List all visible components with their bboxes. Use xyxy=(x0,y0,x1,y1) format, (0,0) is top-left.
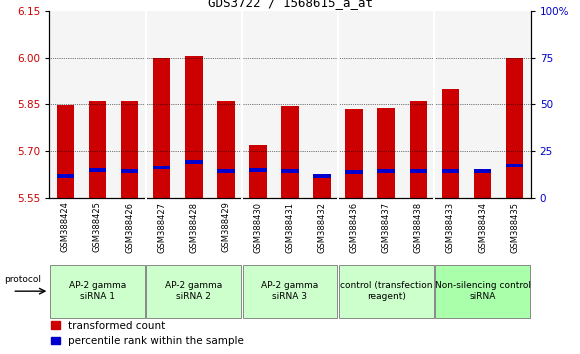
Bar xyxy=(345,109,363,198)
Bar xyxy=(378,108,395,198)
Bar xyxy=(281,169,299,173)
Bar xyxy=(153,166,171,170)
Bar xyxy=(121,101,139,198)
Bar xyxy=(217,169,235,173)
Text: GSM388428: GSM388428 xyxy=(189,201,198,252)
Bar xyxy=(242,265,338,318)
Bar xyxy=(121,169,139,173)
Text: GSM388434: GSM388434 xyxy=(478,201,487,252)
Bar xyxy=(185,56,202,198)
Bar xyxy=(249,168,267,172)
Bar xyxy=(345,170,363,173)
Bar xyxy=(146,265,241,318)
Bar xyxy=(313,174,331,178)
Text: GSM388432: GSM388432 xyxy=(318,201,327,252)
Text: AP-2 gamma
siRNA 1: AP-2 gamma siRNA 1 xyxy=(69,281,126,301)
Text: AP-2 gamma
siRNA 2: AP-2 gamma siRNA 2 xyxy=(165,281,222,301)
Bar xyxy=(89,168,106,172)
Bar xyxy=(506,58,524,198)
Text: GSM388436: GSM388436 xyxy=(350,201,358,253)
Text: GSM388437: GSM388437 xyxy=(382,201,391,253)
Bar xyxy=(249,145,267,198)
Bar xyxy=(217,101,235,198)
Text: GSM388435: GSM388435 xyxy=(510,201,519,252)
Text: control (transfection
reagent): control (transfection reagent) xyxy=(340,281,433,301)
Text: GSM388427: GSM388427 xyxy=(157,201,166,252)
Title: GDS3722 / 1568615_a_at: GDS3722 / 1568615_a_at xyxy=(208,0,372,10)
Bar xyxy=(409,169,427,173)
Bar xyxy=(153,58,171,198)
Text: GSM388438: GSM388438 xyxy=(414,201,423,253)
Bar xyxy=(56,174,74,178)
Bar xyxy=(185,160,202,164)
Text: GSM388430: GSM388430 xyxy=(253,201,262,252)
Bar xyxy=(339,265,434,318)
Bar xyxy=(506,164,524,167)
Text: GSM388429: GSM388429 xyxy=(222,201,230,252)
Text: GSM388431: GSM388431 xyxy=(285,201,295,252)
Text: GSM388426: GSM388426 xyxy=(125,201,134,252)
Text: AP-2 gamma
siRNA 3: AP-2 gamma siRNA 3 xyxy=(262,281,318,301)
Text: GSM388433: GSM388433 xyxy=(446,201,455,253)
Bar xyxy=(281,106,299,198)
Bar xyxy=(89,101,106,198)
Text: Non-silencing control
siRNA: Non-silencing control siRNA xyxy=(434,281,531,301)
Bar xyxy=(441,169,459,173)
Bar xyxy=(50,265,145,318)
Text: GSM388425: GSM388425 xyxy=(93,201,102,252)
Bar xyxy=(474,171,491,198)
Bar xyxy=(56,105,74,198)
Bar xyxy=(474,169,491,173)
Bar xyxy=(313,174,331,198)
Text: protocol: protocol xyxy=(4,275,41,284)
Legend: transformed count, percentile rank within the sample: transformed count, percentile rank withi… xyxy=(52,321,244,346)
Bar xyxy=(378,169,395,173)
Bar xyxy=(409,101,427,198)
Text: GSM388424: GSM388424 xyxy=(61,201,70,252)
Bar xyxy=(441,89,459,198)
Bar xyxy=(435,265,530,318)
